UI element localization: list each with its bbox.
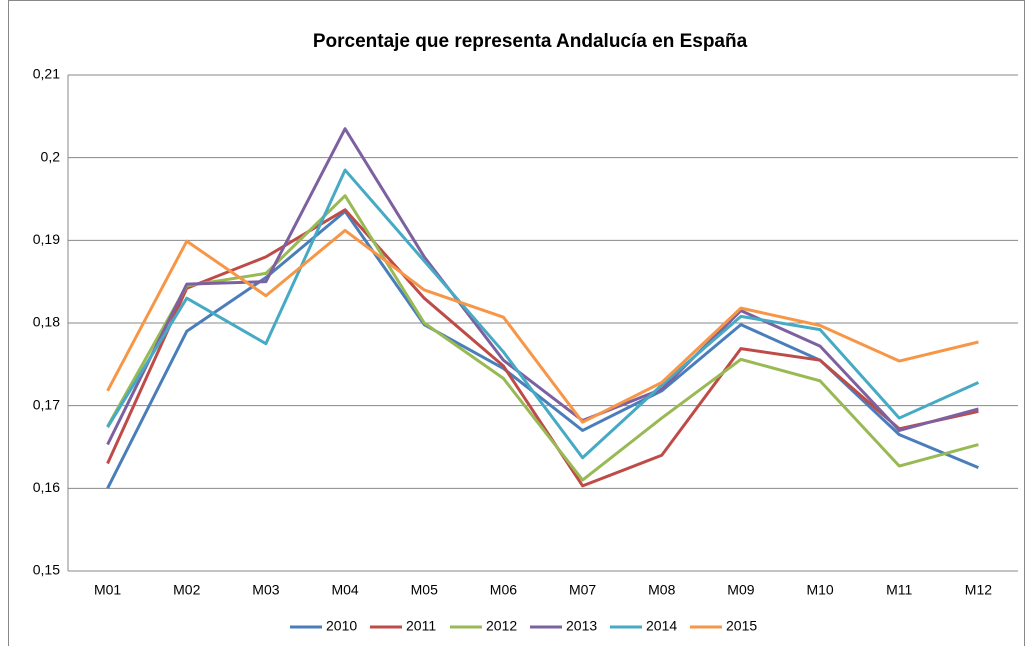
x-tick-label: M09: [727, 582, 754, 598]
legend-label: 2011: [406, 618, 436, 634]
x-tick-label: M08: [648, 582, 675, 598]
line: [106, 228, 979, 424]
y-tick-label: 0,17: [33, 396, 60, 412]
y-tick-label: 0,19: [33, 231, 60, 247]
legend-label: 2013: [566, 618, 597, 634]
legend-label: 2010: [326, 618, 357, 634]
legend-label: 2015: [726, 618, 757, 634]
line: [106, 208, 979, 488]
legend-label: 2014: [646, 618, 677, 634]
y-tick-label: 0,21: [33, 66, 60, 82]
line: [106, 194, 979, 482]
chart-frame: [8, 0, 1025, 651]
y-tick-label: 0,15: [33, 562, 60, 578]
x-tick-label: M10: [806, 582, 833, 598]
x-tick-label: M05: [411, 582, 438, 598]
line: [106, 168, 980, 460]
y-tick-label: 0,18: [33, 314, 60, 330]
x-tick-label: M12: [965, 582, 992, 598]
x-tick-label: M06: [490, 582, 517, 598]
chart-title: Porcentaje que representa Andalucía en E…: [313, 31, 748, 52]
x-tick-label: M07: [569, 582, 596, 598]
x-tick-label: M04: [331, 582, 358, 598]
x-tick-label: M01: [94, 582, 121, 598]
x-tick-label: M03: [252, 582, 279, 598]
line: [106, 127, 979, 446]
x-tick-label: M11: [886, 582, 912, 598]
legend-label: 2012: [486, 618, 517, 634]
x-tick-label: M02: [173, 582, 200, 598]
y-tick-label: 0,2: [41, 148, 61, 164]
y-tick-label: 0,16: [33, 479, 60, 495]
